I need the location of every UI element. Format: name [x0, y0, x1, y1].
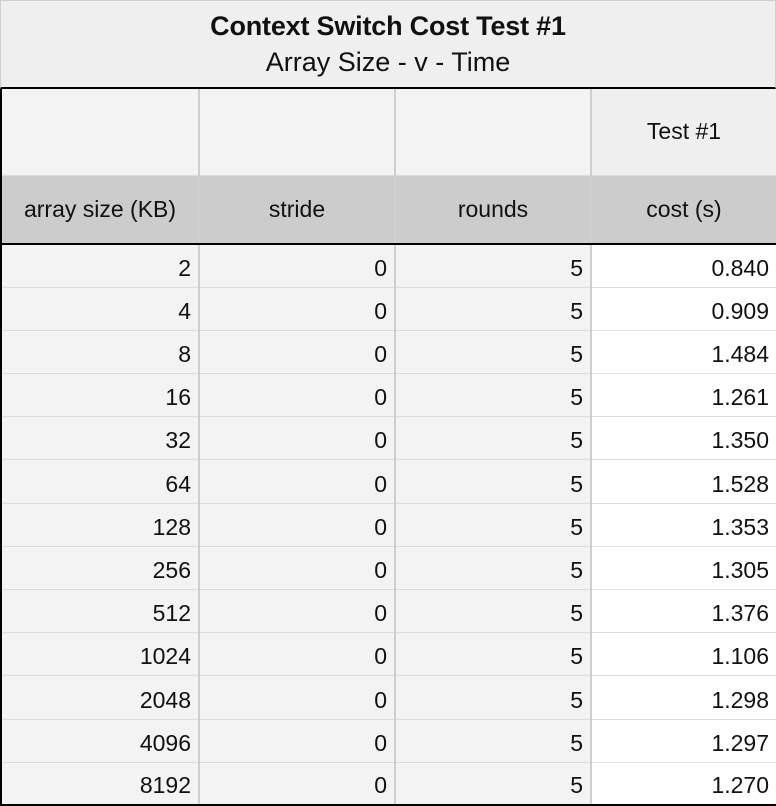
cell-rounds[interactable]: 5 [395, 459, 592, 504]
cell-rounds[interactable]: 5 [395, 287, 592, 331]
cell-stride[interactable]: 0 [199, 589, 396, 634]
cell-cost[interactable]: 1.298 [590, 675, 776, 720]
table-row: 4 0 5 0.909 [0, 287, 776, 331]
cell-rounds[interactable]: 5 [395, 546, 592, 591]
cell-array-size[interactable]: 64 [0, 459, 200, 504]
table-row: 16 0 5 1.261 [0, 373, 776, 418]
table-row: 2048 0 5 1.298 [0, 675, 776, 720]
title-cell[interactable]: Context Switch Cost Test #1 Array Size -… [0, 0, 776, 89]
cell-cost[interactable]: 1.484 [590, 330, 776, 375]
cell-cost[interactable]: 1.350 [590, 416, 776, 461]
header-rounds[interactable]: rounds [395, 175, 592, 245]
cell-cost[interactable]: 1.305 [590, 546, 776, 591]
cell-stride[interactable]: 0 [199, 762, 396, 806]
cell-stride[interactable]: 0 [199, 244, 396, 288]
cell-array-size[interactable]: 8192 [0, 762, 200, 806]
cell-cost[interactable]: 1.261 [590, 373, 776, 418]
cell-array-size[interactable]: 1024 [0, 632, 200, 677]
cell-rounds[interactable]: 5 [395, 503, 592, 547]
cell-array-size[interactable]: 512 [0, 589, 200, 634]
empty-cell[interactable] [395, 89, 592, 176]
header-cost[interactable]: cost (s) [590, 175, 776, 245]
table-row: 32 0 5 1.350 [0, 416, 776, 461]
cell-cost[interactable]: 0.840 [590, 244, 776, 288]
cell-rounds[interactable]: 5 [395, 675, 592, 720]
data-table: Test #1 array size (KB) stride rounds co… [0, 89, 776, 806]
cell-cost[interactable]: 1.528 [590, 459, 776, 504]
table-row: 256 0 5 1.305 [0, 546, 776, 591]
cell-stride[interactable]: 0 [199, 459, 396, 504]
table-row: 8 0 5 1.484 [0, 330, 776, 375]
cell-rounds[interactable]: 5 [395, 244, 592, 288]
header-stride[interactable]: stride [199, 175, 396, 245]
table-row: 4096 0 5 1.297 [0, 719, 776, 763]
header-array-size[interactable]: array size (KB) [0, 175, 200, 245]
cell-array-size[interactable]: 32 [0, 416, 200, 461]
cell-array-size[interactable]: 2 [0, 244, 200, 288]
cell-array-size[interactable]: 256 [0, 546, 200, 591]
cell-rounds[interactable]: 5 [395, 762, 592, 806]
table-row: 1024 0 5 1.106 [0, 632, 776, 677]
cell-stride[interactable]: 0 [199, 503, 396, 547]
empty-cell[interactable] [199, 89, 396, 176]
cell-stride[interactable]: 0 [199, 546, 396, 591]
cell-cost[interactable]: 1.376 [590, 589, 776, 634]
cell-array-size[interactable]: 4 [0, 287, 200, 331]
cell-stride[interactable]: 0 [199, 719, 396, 763]
cell-array-size[interactable]: 4096 [0, 719, 200, 763]
table-row: 512 0 5 1.376 [0, 589, 776, 634]
cell-array-size[interactable]: 128 [0, 503, 200, 547]
cell-rounds[interactable]: 5 [395, 632, 592, 677]
cell-cost[interactable]: 1.297 [590, 719, 776, 763]
cell-rounds[interactable]: 5 [395, 589, 592, 634]
cell-array-size[interactable]: 8 [0, 330, 200, 375]
table-row: 8192 0 5 1.270 [0, 762, 776, 806]
cell-rounds[interactable]: 5 [395, 373, 592, 418]
sheet-subtitle: Array Size - v - Time [265, 47, 511, 77]
cell-stride[interactable]: 0 [199, 373, 396, 418]
cell-cost[interactable]: 0.909 [590, 287, 776, 331]
cell-stride[interactable]: 0 [199, 287, 396, 331]
test-group-label[interactable]: Test #1 [590, 89, 776, 176]
cell-stride[interactable]: 0 [199, 632, 396, 677]
cell-array-size[interactable]: 2048 [0, 675, 200, 720]
sheet-title: Context Switch Cost Test #1 [210, 11, 566, 41]
empty-cell[interactable] [0, 89, 200, 176]
cell-cost[interactable]: 1.353 [590, 503, 776, 547]
group-header-row: Test #1 [0, 89, 776, 176]
table-row: 64 0 5 1.528 [0, 459, 776, 504]
column-header-row: array size (KB) stride rounds cost (s) [0, 175, 776, 245]
cell-cost[interactable]: 1.106 [590, 632, 776, 677]
cell-stride[interactable]: 0 [199, 675, 396, 720]
cell-rounds[interactable]: 5 [395, 330, 592, 375]
table-row: 128 0 5 1.353 [0, 503, 776, 547]
cell-stride[interactable]: 0 [199, 416, 396, 461]
cell-rounds[interactable]: 5 [395, 416, 592, 461]
cell-rounds[interactable]: 5 [395, 719, 592, 763]
cell-stride[interactable]: 0 [199, 330, 396, 375]
cell-array-size[interactable]: 16 [0, 373, 200, 418]
table-row: 2 0 5 0.840 [0, 244, 776, 288]
cell-cost[interactable]: 1.270 [590, 762, 776, 806]
